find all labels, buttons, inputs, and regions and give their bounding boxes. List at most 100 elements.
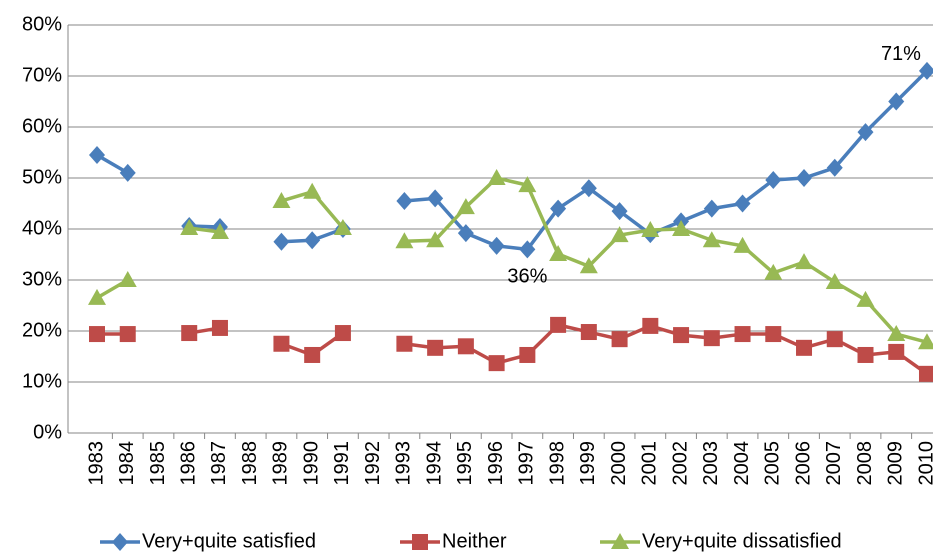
marker	[734, 194, 751, 213]
x-tick-label: 2010	[915, 441, 933, 486]
marker	[611, 202, 628, 221]
x-tick-label: 1996	[485, 441, 507, 486]
marker	[519, 346, 536, 363]
marker	[303, 182, 322, 199]
y-tick-label: 10%	[22, 370, 62, 392]
y-tick-label: 20%	[22, 319, 62, 341]
marker	[887, 325, 906, 342]
series-line	[96, 176, 928, 344]
marker	[488, 355, 505, 372]
marker	[88, 288, 106, 305]
marker	[457, 338, 474, 355]
y-tick-label: 50%	[22, 166, 62, 188]
marker	[334, 325, 351, 342]
y-tick-label: 0%	[33, 421, 62, 443]
marker	[412, 534, 428, 550]
marker	[918, 365, 933, 382]
marker	[550, 316, 567, 333]
marker	[733, 236, 752, 253]
marker	[795, 253, 814, 270]
marker	[702, 231, 721, 248]
marker	[917, 333, 933, 350]
marker	[304, 231, 321, 250]
marker	[487, 169, 506, 185]
marker	[764, 263, 783, 280]
marker	[396, 335, 413, 352]
x-tick-label: 1986	[178, 441, 200, 486]
marker	[333, 218, 352, 235]
x-tick-label: 2004	[731, 441, 753, 486]
annotation: 36%	[507, 266, 547, 288]
x-tick-label: 1998	[546, 441, 568, 486]
marker	[456, 198, 475, 215]
y-tick-label: 80%	[22, 13, 62, 35]
x-tick-label: 2005	[762, 441, 784, 486]
marker	[395, 232, 414, 249]
marker	[119, 163, 136, 182]
marker	[857, 123, 874, 142]
marker	[519, 240, 536, 259]
marker	[580, 324, 597, 341]
series-line	[96, 69, 929, 252]
marker	[825, 273, 844, 290]
marker	[304, 346, 321, 363]
x-tick-label: 2002	[669, 441, 691, 486]
marker	[641, 221, 660, 238]
marker	[426, 231, 445, 248]
x-tick-label: 1992	[362, 441, 384, 486]
x-tick-label: 1999	[577, 441, 599, 486]
marker	[112, 533, 128, 551]
marker	[89, 146, 105, 165]
x-tick-label: 2003	[700, 441, 722, 486]
marker	[765, 171, 782, 190]
marker	[672, 220, 691, 236]
x-tick-label: 1995	[454, 441, 476, 486]
x-tick-label: 1991	[331, 441, 353, 486]
x-tick-label: 2006	[792, 441, 814, 486]
marker	[272, 191, 291, 208]
marker	[796, 339, 813, 356]
marker	[457, 224, 474, 243]
marker	[888, 343, 905, 360]
x-tick-label: 1987	[208, 441, 230, 486]
x-tick-label: 1989	[270, 441, 292, 486]
y-tick-label: 70%	[22, 64, 62, 86]
x-tick-label: 1984	[116, 441, 138, 486]
marker	[488, 236, 505, 255]
marker	[180, 218, 199, 235]
marker	[549, 244, 568, 261]
marker	[119, 326, 136, 343]
marker	[703, 330, 720, 347]
marker	[642, 317, 659, 334]
marker	[703, 199, 720, 218]
marker	[396, 191, 413, 210]
marker	[826, 158, 843, 177]
marker	[89, 326, 105, 343]
marker	[518, 176, 537, 193]
marker	[856, 290, 875, 307]
x-tick-label: 2007	[823, 441, 845, 486]
x-tick-label: 1994	[423, 441, 445, 486]
marker	[611, 533, 629, 549]
marker	[888, 92, 905, 111]
marker	[734, 326, 751, 343]
x-tick-label: 2000	[608, 441, 630, 486]
marker	[826, 331, 843, 348]
marker	[579, 257, 598, 274]
x-tick-label: 1990	[300, 441, 322, 486]
marker	[673, 327, 690, 344]
marker	[610, 226, 629, 243]
marker	[550, 199, 567, 218]
x-tick-label: 2008	[854, 441, 876, 486]
x-tick-label: 2001	[639, 441, 661, 486]
x-tick-label: 1993	[393, 441, 415, 486]
marker	[118, 271, 137, 287]
marker	[427, 189, 444, 208]
series-line	[97, 323, 928, 376]
marker	[857, 346, 874, 363]
x-tick-label: 1985	[147, 441, 169, 486]
marker	[211, 319, 228, 336]
marker	[796, 169, 813, 187]
marker	[210, 223, 229, 240]
